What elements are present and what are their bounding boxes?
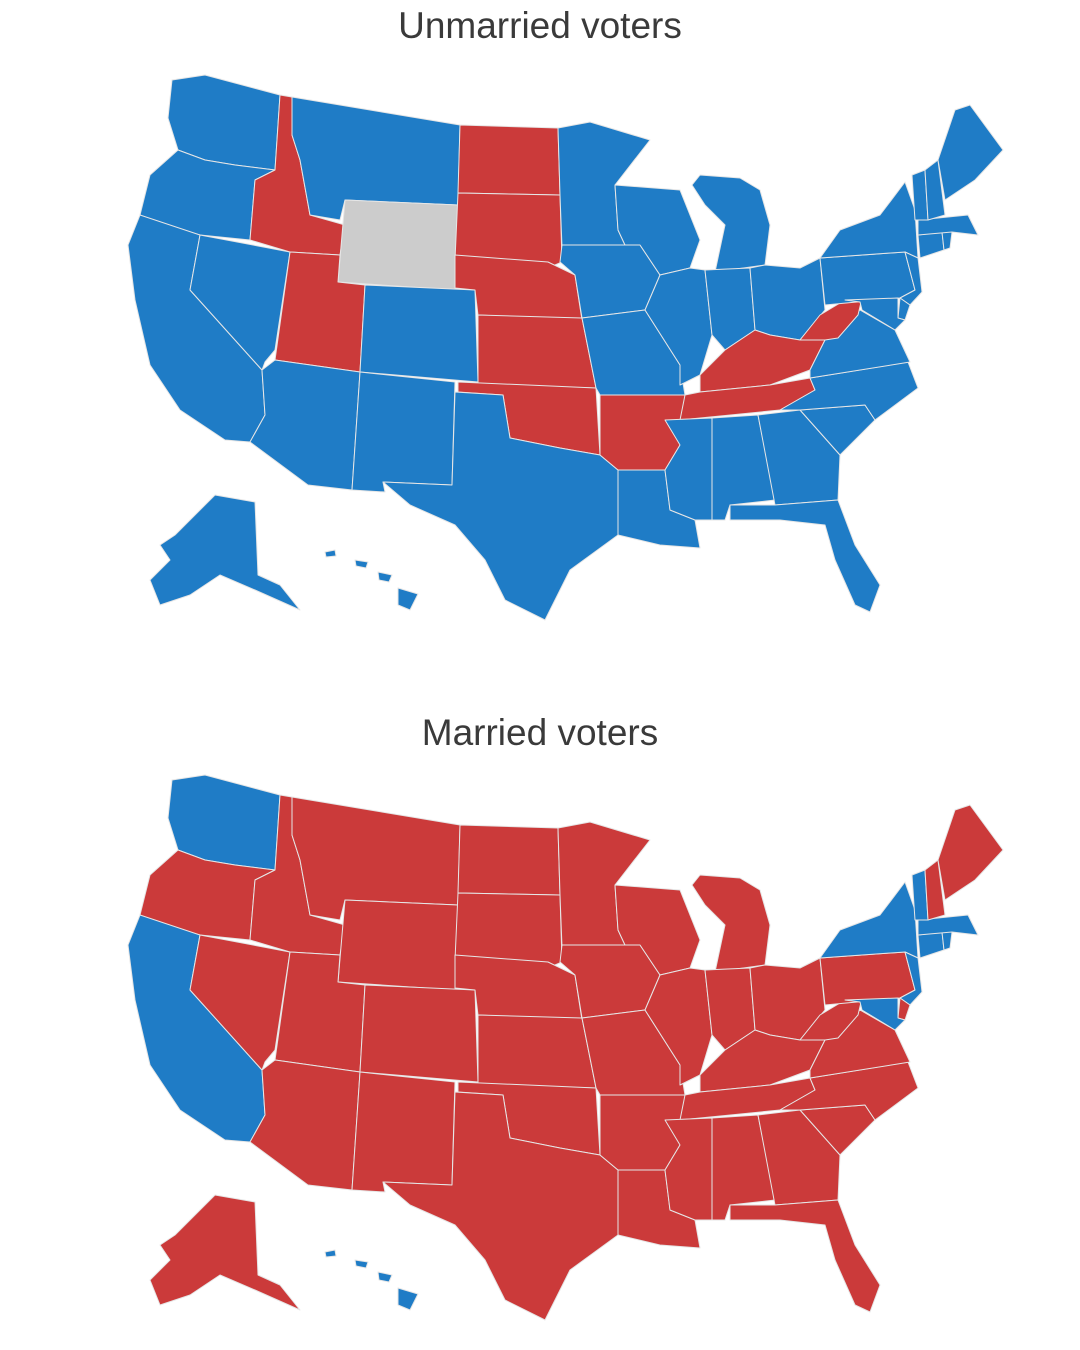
state-mi — [691, 874, 771, 973]
state-ks — [477, 1014, 597, 1089]
state-co — [359, 284, 479, 383]
state-me — [937, 804, 1004, 901]
map-title-married: Married voters — [421, 712, 659, 753]
state-me — [937, 104, 1004, 201]
state-mi — [691, 174, 771, 273]
state-ri — [941, 931, 953, 951]
unmarried-voters-panel: Unmarried voters — [0, 0, 1080, 660]
state-ak — [149, 1194, 301, 1311]
state-ny — [819, 881, 919, 959]
state-md — [844, 297, 906, 331]
state-wy — [337, 199, 459, 291]
state-fl — [729, 1199, 881, 1313]
state-wy — [337, 899, 459, 991]
state-md — [844, 997, 906, 1031]
state-ny — [819, 181, 919, 259]
state-wv — [799, 297, 863, 341]
married-voters-panel: Married voters — [0, 700, 1080, 1350]
state-ct — [917, 931, 945, 959]
state-tx — [382, 391, 619, 621]
state-ks — [477, 314, 597, 389]
state-nm — [351, 371, 456, 493]
state-co — [359, 984, 479, 1083]
married-voters-map — [127, 774, 1004, 1321]
state-nh — [924, 859, 946, 921]
state-hi — [324, 1249, 419, 1311]
state-tx — [382, 1091, 619, 1321]
state-wv — [799, 997, 863, 1041]
map-title-unmarried: Unmarried voters — [398, 5, 682, 46]
state-ct — [917, 231, 945, 259]
state-ri — [941, 231, 953, 251]
state-az — [249, 359, 361, 491]
state-ga — [757, 409, 841, 506]
state-fl — [729, 499, 881, 613]
state-az — [249, 1059, 361, 1191]
state-nd — [457, 824, 561, 896]
state-ma — [917, 914, 979, 936]
state-hi — [324, 549, 419, 611]
state-nc — [779, 361, 919, 421]
state-nm — [351, 1071, 456, 1193]
unmarried-voters-map — [127, 74, 1004, 621]
state-nh — [924, 159, 946, 221]
state-nc — [779, 1061, 919, 1121]
state-ak — [149, 494, 301, 611]
state-ga — [757, 1109, 841, 1206]
state-nd — [457, 124, 561, 196]
state-ma — [917, 214, 979, 236]
